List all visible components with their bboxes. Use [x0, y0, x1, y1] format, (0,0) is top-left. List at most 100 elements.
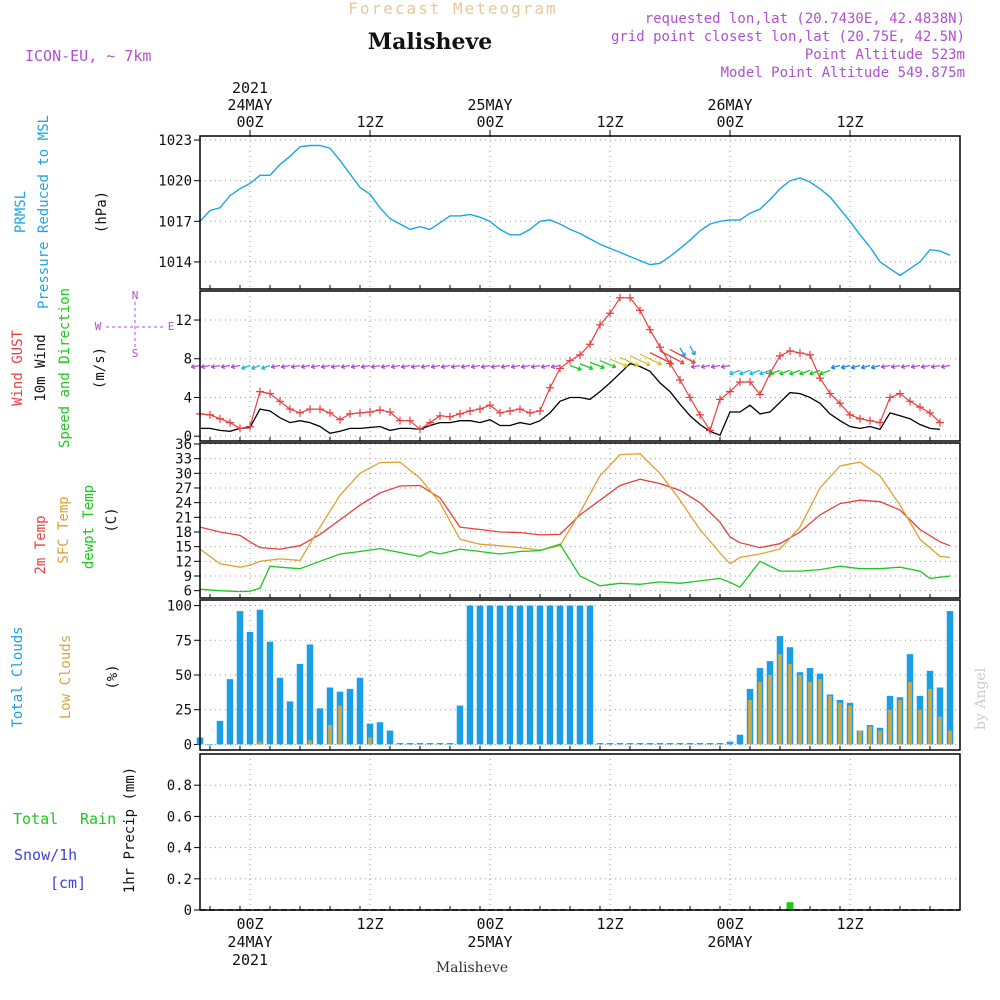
wind-direction-arrow: [901, 364, 911, 368]
bar-low-clouds: [788, 663, 792, 745]
bar-low-clouds: [748, 700, 752, 745]
clouds-unit: (%): [105, 664, 121, 689]
precip-label-rain: Rain: [80, 810, 116, 828]
bar-total-clouds: [216, 720, 224, 745]
bar-low-clouds: [948, 730, 952, 745]
wind-direction-arrow: [411, 364, 421, 368]
wind-arrow-head: [200, 363, 206, 370]
gust-point: [856, 414, 864, 423]
wind-direction-arrow: [531, 364, 541, 368]
y-tick-label: 36: [175, 437, 192, 453]
precip-label-snow: Snow/1h: [14, 846, 77, 864]
top-time-label: 00Z: [476, 113, 503, 131]
wind-arrow-head: [390, 363, 396, 370]
gust-point: [566, 356, 574, 365]
wind-arrow-head: [789, 370, 794, 376]
wind-arrow-head: [280, 363, 286, 370]
panel-precip: 0 0.2 0.4 0.6 0.8: [167, 753, 961, 919]
wind-arrow-head: [840, 364, 846, 370]
y-tick-label: 24: [175, 496, 192, 512]
wind-direction-arrow: [649, 352, 673, 365]
gust-point: [346, 409, 354, 418]
bar-total-clouds: [426, 743, 434, 745]
wind-arrow-head: [729, 370, 734, 376]
wind-arrow-head: [290, 363, 296, 370]
bar-low-clouds: [908, 681, 912, 745]
panel-frame: [199, 290, 961, 442]
gust-point: [646, 325, 654, 334]
wind-direction-arrow: [281, 364, 291, 368]
precip-label-total: Total: [13, 810, 58, 828]
gust-point: [636, 306, 644, 315]
wind-arrow-head: [588, 365, 594, 371]
top-time-label: 25MAY: [467, 96, 512, 114]
bar-total-clouds: [586, 605, 594, 745]
wind-direction-arrow: [711, 364, 721, 368]
y-tick-label: 0: [184, 429, 192, 445]
bar-total-clouds: [256, 609, 264, 745]
gust-point: [826, 389, 834, 398]
bar-total-clouds: [436, 743, 444, 745]
wind-direction-arrow: [911, 364, 921, 368]
gust-point: [246, 422, 254, 431]
top-time-label: 00Z: [716, 113, 743, 131]
bar-total-clouds: [276, 677, 284, 745]
gust-point: [236, 424, 244, 433]
wind-direction-arrow: [831, 364, 841, 369]
wind-direction-arrow: [351, 364, 361, 368]
y-tick-label: 12: [175, 313, 192, 329]
wind-arrow-head: [691, 350, 696, 356]
bar-total-clouds: [566, 605, 574, 745]
bottom-time-label: 00Z: [476, 915, 503, 933]
gust-point: [276, 397, 284, 406]
gust-point: [726, 387, 734, 396]
gust-point: [866, 416, 874, 425]
wind-direction-arrow: [331, 364, 341, 368]
wind-label-10m: 10m Wind: [33, 334, 49, 401]
pressure-unit: (hPa): [94, 191, 110, 233]
gust-point: [916, 403, 924, 412]
wind-arrow-head: [769, 370, 774, 376]
wind-arrow-head: [420, 363, 426, 370]
wind-arrow-head: [799, 370, 804, 376]
series-line-10m-wind: [200, 362, 941, 437]
top-time-label: 2021: [232, 79, 268, 97]
wind-direction-arrow: [261, 364, 271, 370]
gust-point: [606, 309, 614, 318]
wind-direction-arrow: [451, 364, 461, 368]
bar-total-clouds: [486, 605, 494, 745]
wind-arrow-head: [190, 363, 196, 370]
wind-arrow-head: [400, 363, 406, 370]
bar-total-clouds: [386, 730, 394, 745]
wind-arrow-head: [210, 363, 216, 370]
gust-point: [296, 408, 304, 417]
wind-direction-arrow: [799, 369, 811, 375]
bar-low-clouds: [848, 705, 852, 745]
bar-total-clouds: [476, 605, 484, 745]
y-tick-label: 21: [175, 510, 192, 526]
bar-low-clouds: [828, 695, 832, 745]
wind-arrow-head: [220, 363, 226, 370]
wind-arrow-head: [890, 363, 896, 370]
wind-direction-arrow: [251, 364, 261, 370]
bar-total-clouds: [736, 734, 744, 745]
wind-arrow-head: [480, 363, 486, 370]
top-time-label: 12Z: [596, 113, 623, 131]
bar-low-clouds: [938, 716, 942, 745]
compass-s: S: [132, 347, 139, 360]
top-time-label: 12Z: [356, 113, 383, 131]
gust-point: [356, 408, 364, 417]
wind-direction-arrow: [619, 356, 639, 367]
wind-arrow-head: [930, 363, 936, 370]
bar-low-clouds: [758, 681, 762, 745]
wind-label-gust: Wind GUST: [10, 330, 26, 406]
bar-total-clouds: [716, 743, 724, 745]
bar-total-clouds: [326, 687, 334, 745]
wind-arrow-head: [230, 363, 236, 370]
gust-point: [416, 425, 424, 434]
top-time-label: 12Z: [836, 113, 863, 131]
bar-low-clouds: [768, 675, 772, 745]
wind-arrow-head: [681, 352, 686, 358]
bar-total-clouds: [666, 743, 674, 745]
y-tick-label: 75: [175, 633, 192, 649]
